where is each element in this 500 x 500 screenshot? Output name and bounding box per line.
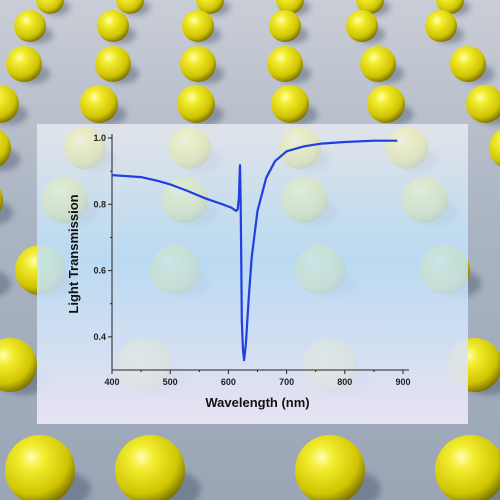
gold-sphere <box>489 129 500 167</box>
gold-sphere <box>466 85 500 123</box>
y-tick-label: 0.8 <box>93 199 106 209</box>
axes <box>111 134 409 371</box>
transmission-line <box>111 139 398 362</box>
gold-sphere <box>177 85 215 123</box>
gold-sphere <box>0 85 19 123</box>
gold-sphere <box>196 0 224 14</box>
x-tick-label: 600 <box>221 377 236 387</box>
gold-sphere <box>180 46 216 82</box>
x-axis-label: Wavelength (nm) <box>205 395 309 410</box>
x-tick-label: 500 <box>163 377 178 387</box>
gold-sphere <box>450 46 486 82</box>
gold-sphere <box>346 10 378 42</box>
gold-sphere <box>360 46 396 82</box>
x-tick-label: 400 <box>104 377 119 387</box>
gold-sphere <box>0 188 3 212</box>
gold-sphere <box>5 435 75 500</box>
gold-sphere <box>116 0 144 14</box>
x-tick-label: 900 <box>395 377 410 387</box>
y-ticks: 0.4 0.6 0.8 1.0 <box>93 133 112 342</box>
gold-sphere <box>269 10 301 42</box>
y-tick-label: 0.4 <box>93 332 106 342</box>
y-tick-label: 1.0 <box>93 133 106 143</box>
gold-sphere <box>267 46 303 82</box>
gold-sphere <box>95 46 131 82</box>
gold-sphere <box>36 0 64 14</box>
x-tick-label: 800 <box>337 377 352 387</box>
gold-sphere <box>425 10 457 42</box>
x-tick-label: 700 <box>279 377 294 387</box>
gold-sphere <box>435 435 500 500</box>
gold-sphere <box>271 85 309 123</box>
chart-panel <box>37 124 468 424</box>
gold-sphere <box>6 46 42 82</box>
gold-sphere <box>0 338 37 392</box>
gold-sphere <box>295 435 365 500</box>
sphere-shadow <box>0 201 14 225</box>
gold-sphere <box>14 10 46 42</box>
gold-sphere <box>0 129 11 167</box>
gold-sphere <box>80 85 118 123</box>
y-tick-label: 0.6 <box>93 266 106 276</box>
y-axis-label: Light Transmission <box>66 194 81 313</box>
x-ticks: 400 500 600 700 800 900 <box>104 370 411 387</box>
gold-sphere <box>182 10 214 42</box>
sphere-shadow <box>0 272 12 296</box>
gold-sphere <box>115 435 185 500</box>
gold-sphere <box>367 85 405 123</box>
gold-sphere <box>97 10 129 42</box>
